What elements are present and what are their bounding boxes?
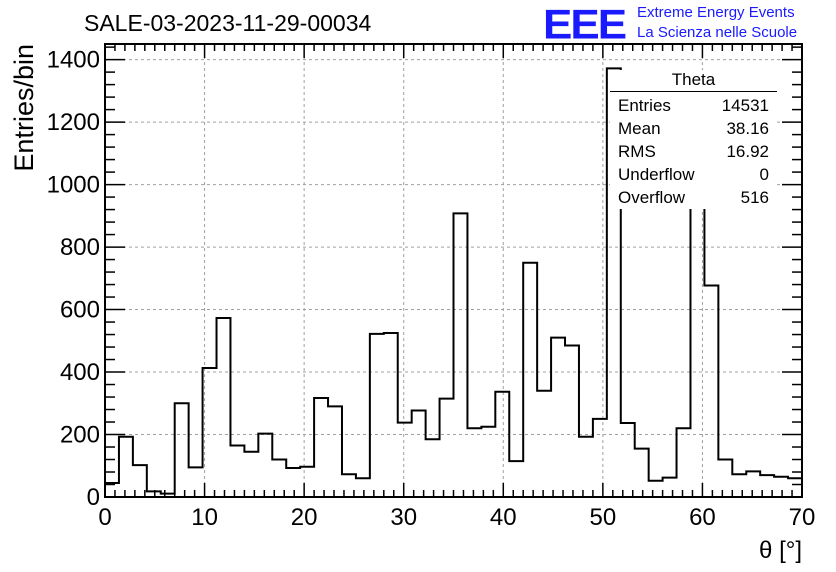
y-tick-label: 0: [87, 484, 100, 511]
stats-value: 16.92: [726, 142, 769, 161]
stats-label: Overflow: [618, 188, 686, 207]
x-axis-label: θ [°]: [759, 537, 802, 564]
y-tick-label: 400: [60, 359, 100, 386]
x-tick-label: 40: [490, 504, 517, 531]
y-tick-label: 200: [60, 422, 100, 449]
stats-row-underflow: Underflow 0: [610, 163, 777, 186]
stats-value: 38.16: [726, 119, 769, 138]
logo-subtitle-1: Extreme Energy Events: [637, 4, 795, 21]
y-tick-label: 600: [60, 297, 100, 324]
y-tick-label: 800: [60, 234, 100, 261]
stats-label: Underflow: [618, 165, 695, 184]
stats-value: 14531: [721, 96, 769, 115]
logo-subtitle-2: La Scienza nelle Scuole: [637, 24, 798, 41]
axis-ticks: [104, 44, 803, 498]
histogram-line: [104, 67, 803, 497]
stats-value: 0: [759, 165, 769, 184]
x-tick-label: 0: [98, 504, 111, 531]
stats-value: 516: [740, 188, 769, 207]
stats-label: RMS: [618, 142, 656, 161]
run-title: SALE-03-2023-11-29-00034: [84, 10, 372, 36]
stats-row-entries: Entries 14531: [610, 94, 777, 117]
stats-row-mean: Mean 38.16: [610, 117, 777, 140]
x-tick-label: 50: [590, 504, 617, 531]
stats-row-rms: RMS 16.92: [610, 140, 777, 163]
y-tick-label: 1400: [47, 47, 100, 74]
y-tick-label: 1200: [47, 109, 100, 136]
y-axis-label: Entries/bin: [9, 44, 39, 172]
y-tick-label: 1000: [47, 172, 100, 199]
x-tick-label: 30: [390, 504, 417, 531]
stats-box: Theta Entries 14531 Mean 38.16 RMS 16.92 Un…: [610, 70, 777, 209]
stats-row-overflow: Overflow 516: [610, 186, 777, 209]
eee-logo: EEE: [543, 1, 627, 48]
x-tick-label: 70: [789, 504, 816, 531]
x-tick-label: 10: [191, 504, 218, 531]
stats-label: Entries: [618, 96, 671, 115]
x-tick-label: 20: [291, 504, 318, 531]
x-tick-label: 60: [689, 504, 716, 531]
stats-title: Theta: [610, 70, 777, 92]
stats-label: Mean: [618, 119, 661, 138]
